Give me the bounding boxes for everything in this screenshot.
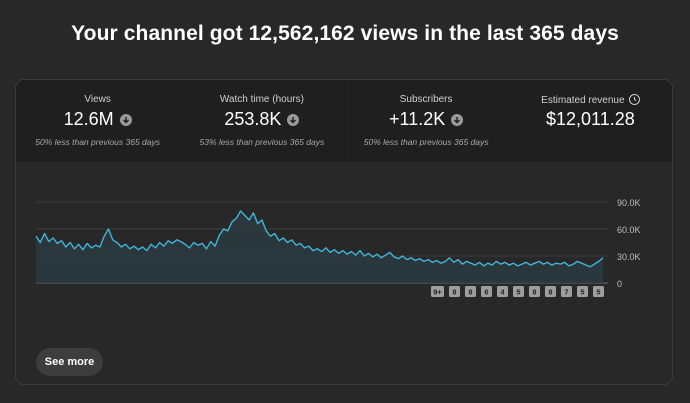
series-area bbox=[36, 211, 603, 283]
video-badge-label: 8 bbox=[548, 288, 552, 297]
see-more-button[interactable]: See more bbox=[36, 348, 103, 376]
metric-tabs: Views 12.6M 50% less than previous 365 d… bbox=[16, 80, 672, 162]
video-badge bbox=[497, 286, 508, 297]
metric-value: +11.2K bbox=[389, 109, 446, 129]
arrow-down-icon bbox=[287, 113, 300, 126]
video-badge bbox=[561, 286, 572, 297]
video-badge-label: 5 bbox=[596, 288, 600, 297]
metric-value: 253.8K bbox=[224, 109, 282, 129]
video-badge-label: 8 bbox=[468, 288, 472, 297]
y-tick-label: 0 bbox=[617, 279, 622, 289]
analytics-card: Views 12.6M 50% less than previous 365 d… bbox=[15, 79, 673, 385]
page-headline: Your channel got 12,562,162 views in the… bbox=[71, 22, 619, 45]
video-badge bbox=[431, 286, 444, 297]
video-badge bbox=[529, 286, 540, 297]
metric-tab-watch-time[interactable]: Watch time (hours) 253.8K 53% less than … bbox=[180, 80, 345, 162]
video-badge bbox=[577, 286, 588, 297]
video-badge-label: 6 bbox=[484, 288, 488, 297]
video-badge bbox=[465, 286, 476, 297]
video-badge-label: 7 bbox=[564, 288, 568, 297]
video-badge bbox=[513, 286, 524, 297]
metric-comparison: 53% less than previous 365 days bbox=[199, 137, 325, 147]
arrow-down-icon bbox=[119, 113, 132, 126]
video-badge-label: 8 bbox=[532, 288, 536, 297]
video-badge-label: 4 bbox=[500, 288, 505, 297]
video-badge-label: 5 bbox=[516, 288, 520, 297]
video-badge bbox=[593, 286, 604, 297]
video-badge-label: 9+ bbox=[433, 288, 442, 297]
metric-label: Subscribers bbox=[399, 94, 453, 105]
clock-icon bbox=[628, 94, 640, 105]
video-badge-label: 5 bbox=[580, 288, 584, 297]
metric-tab-subscribers[interactable]: Subscribers +11.2K 50% less than previou… bbox=[344, 80, 509, 162]
y-tick-label: 60.0K bbox=[617, 225, 641, 235]
y-tick-label: 30.0K bbox=[617, 252, 641, 262]
metric-label: Views bbox=[84, 94, 111, 105]
video-badge bbox=[449, 286, 460, 297]
metric-value: $12,011.28 bbox=[545, 109, 635, 129]
metric-comparison: 50% less than previous 365 days bbox=[363, 137, 489, 147]
video-badge-label: 8 bbox=[452, 288, 456, 297]
video-badge bbox=[545, 286, 556, 297]
arrow-down-icon bbox=[451, 113, 464, 126]
metric-label: Estimated revenue bbox=[541, 95, 625, 106]
video-badge bbox=[481, 286, 492, 297]
metric-value: 12.6M bbox=[63, 109, 114, 129]
metric-label: Watch time (hours) bbox=[219, 94, 304, 105]
metric-comparison: 50% less than previous 365 days bbox=[35, 137, 160, 147]
metric-tab-revenue[interactable]: Estimated revenue $12,011.28 bbox=[508, 80, 672, 162]
series-line bbox=[35, 210, 604, 268]
y-tick-label: 90.0K bbox=[617, 198, 641, 208]
metric-tab-views[interactable]: Views 12.6M 50% less than previous 365 d… bbox=[16, 80, 181, 162]
